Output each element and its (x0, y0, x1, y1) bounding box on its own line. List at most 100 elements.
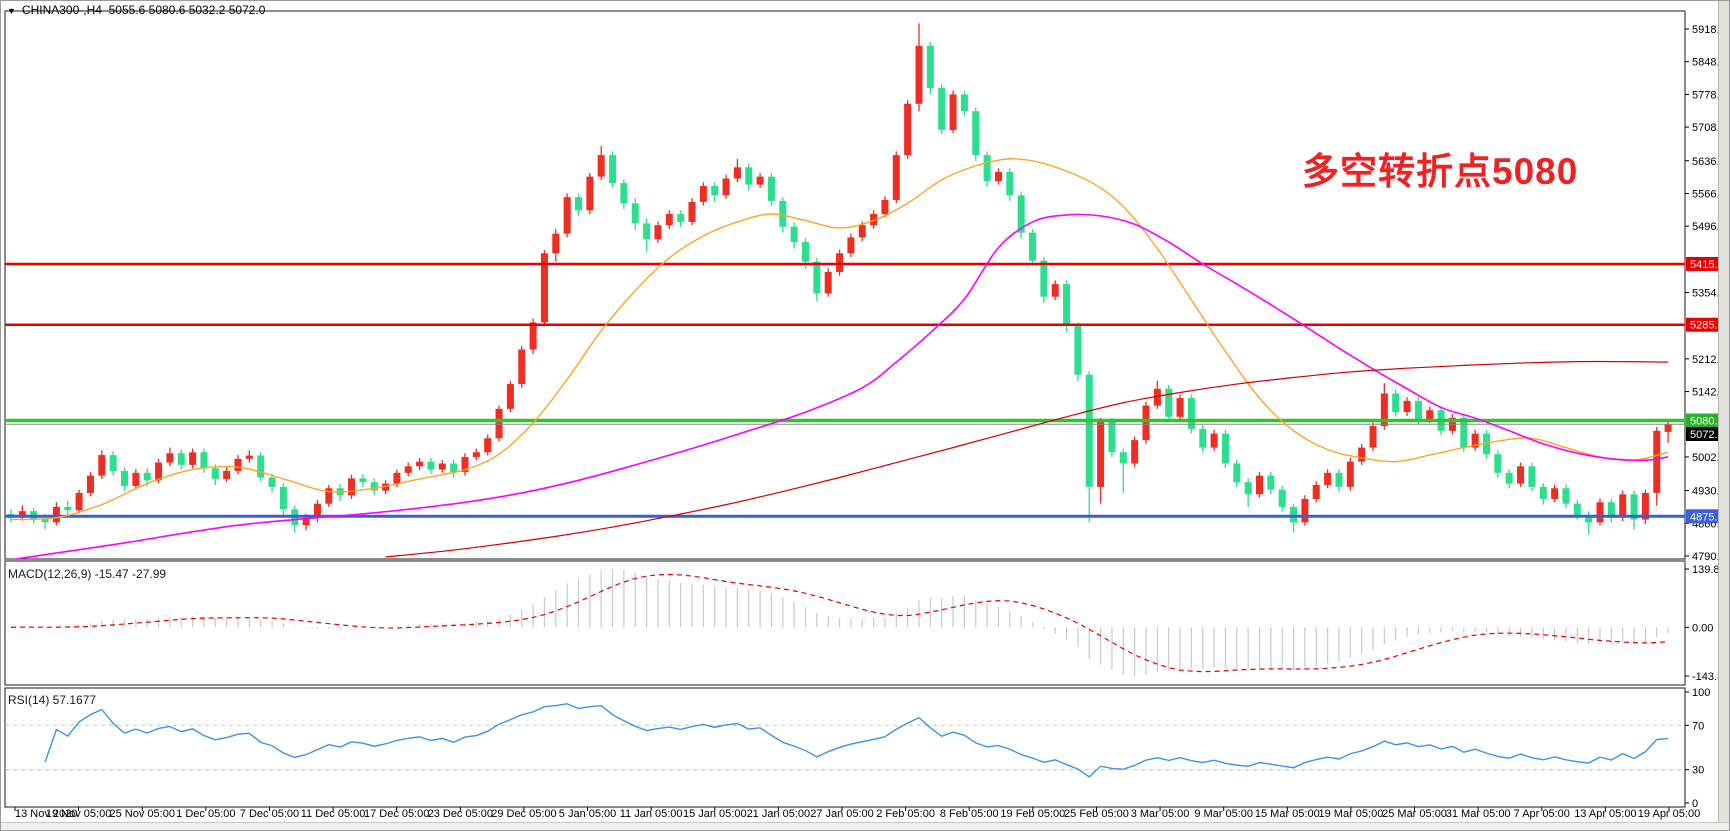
candle-body (1494, 454, 1502, 473)
candle-body (813, 261, 821, 294)
candle-body (960, 94, 968, 112)
candle-body (699, 185, 707, 202)
candle-body (1517, 466, 1525, 484)
candle-body (450, 463, 458, 472)
date-label: 3 Mar 05:00 (1131, 808, 1190, 820)
candle-body (64, 506, 72, 511)
candle-body (1176, 398, 1184, 417)
date-label: 19 Feb 05:00 (1000, 808, 1065, 820)
price-tick-label: 5002.0 (1692, 452, 1726, 464)
candle-body (245, 455, 253, 459)
ohlc-readout: 5055.6 5080.6 5032.2 5072.0 (108, 3, 266, 17)
candle-body (18, 511, 26, 518)
candle-body (802, 242, 809, 262)
candle-body (1267, 475, 1275, 490)
price-tick-label: 5918.0 (1692, 24, 1726, 36)
price-tick-label: 4790.0 (1692, 551, 1726, 563)
candle-body (994, 171, 1002, 182)
macd-axis-label: 139.86 (1692, 564, 1726, 576)
candle-body (52, 506, 60, 523)
candle-body (1551, 488, 1559, 500)
price-badge-label: 5072.0 (1690, 429, 1724, 441)
candle-body (268, 477, 276, 487)
candle-body (733, 167, 741, 179)
date-label: 5 Jan 05:00 (559, 808, 617, 820)
candle-body (75, 492, 83, 511)
candle-body (1119, 452, 1127, 464)
candle-body (1221, 433, 1229, 464)
candle-body (779, 200, 787, 227)
candle-body (223, 470, 231, 479)
candle-body (1471, 433, 1479, 448)
candle-body (1290, 506, 1298, 523)
candle-body (904, 103, 912, 156)
candle-body (1630, 494, 1638, 520)
vertical-scrollbar[interactable] (1718, 1, 1729, 830)
date-label: 25 Nov 05:00 (110, 808, 175, 820)
candle-body (1142, 405, 1150, 441)
price-tick-label: 5566.0 (1692, 188, 1726, 200)
rsi-axis-label: 100 (1692, 687, 1710, 699)
candle-body (98, 455, 106, 476)
candle-body (540, 253, 548, 323)
date-label: 7 Apr 05:00 (1514, 808, 1570, 820)
candle-body (983, 155, 991, 182)
candle-body (1256, 475, 1263, 495)
main-pane-border (4, 10, 1686, 560)
date-label: 1 Dec 05:00 (176, 808, 235, 820)
candle-body (1358, 447, 1366, 462)
price-tick-label: 5142.0 (1692, 387, 1726, 399)
price-badge-label: 4875.0 (1690, 511, 1724, 523)
candle-body (1585, 514, 1593, 523)
candle-body (1108, 421, 1116, 453)
candle-body (506, 384, 514, 409)
candle-body (438, 463, 446, 470)
candle-body (1301, 499, 1309, 523)
price-badge-label: 5080.0 (1690, 416, 1724, 428)
candle-body (1040, 260, 1048, 297)
rsi-axis-label: 70 (1692, 720, 1704, 732)
price-tick-label: 5778.0 (1692, 89, 1726, 101)
candle-body (86, 475, 94, 493)
symbol-dropdown-icon[interactable]: ▼ (7, 6, 16, 16)
date-label: 19 Mar 05:00 (1319, 808, 1384, 820)
candle-body (1460, 417, 1468, 448)
candle-body (1051, 284, 1059, 297)
candle-body (1596, 502, 1604, 523)
candle-body (1278, 489, 1286, 507)
rsi-axis-label: 0 (1692, 798, 1698, 810)
symbol-header: ▼ CHINA300-,H4 5055.6 5080.6 5032.2 5072.… (7, 3, 265, 17)
date-label: 13 Apr 05:00 (1574, 808, 1636, 820)
date-label: 25 Feb 05:00 (1064, 808, 1129, 820)
candle-body (677, 214, 685, 222)
candle-body (1426, 410, 1434, 420)
candle-body (143, 472, 151, 481)
candle-body (586, 176, 594, 211)
price-tick-label: 5636.0 (1692, 156, 1726, 168)
candle-body (870, 214, 878, 226)
candle-body (631, 203, 639, 224)
rsi-pane-border (4, 687, 1686, 808)
candle-body (234, 458, 242, 471)
candle-body (722, 178, 730, 196)
macd-signal-line (10, 573, 1669, 673)
candle-body (495, 408, 503, 439)
candle-body (1414, 400, 1422, 420)
candle-body (915, 45, 923, 104)
candle-body (1380, 393, 1388, 427)
candle-body (109, 455, 117, 471)
candles-layer (7, 23, 1672, 535)
candle-body (926, 45, 934, 88)
candle-body (313, 503, 321, 518)
horizontal-scrollbar[interactable] (1, 822, 1729, 830)
date-label: 29 Dec 05:00 (491, 808, 556, 820)
candle-body (189, 452, 197, 465)
candle-body (461, 456, 469, 472)
candle-body (949, 94, 957, 130)
rsi-line (44, 703, 1669, 778)
price-tick-label: 5708.0 (1692, 122, 1726, 134)
price-tick-label: 5212.0 (1692, 354, 1726, 366)
candle-body (1074, 326, 1082, 375)
